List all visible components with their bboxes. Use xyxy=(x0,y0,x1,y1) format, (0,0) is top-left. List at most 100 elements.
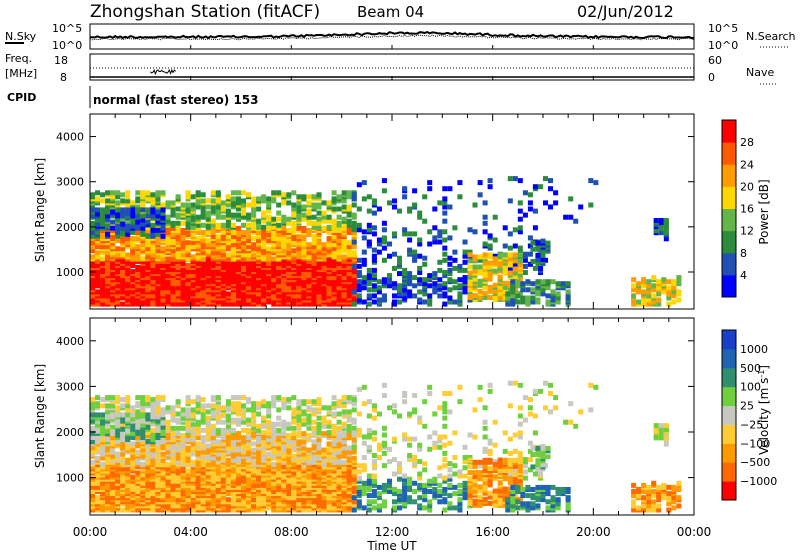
power-cell xyxy=(646,283,652,289)
power-cell xyxy=(510,283,516,289)
velocity-cell xyxy=(251,447,257,453)
power-cell xyxy=(336,238,342,244)
power-cell xyxy=(160,202,166,208)
power-cell xyxy=(100,256,106,262)
velocity-cell xyxy=(135,435,141,441)
power-cell xyxy=(110,219,116,225)
y-tick-label: 3000 xyxy=(56,176,84,189)
power-cell xyxy=(311,224,317,230)
power-cell xyxy=(100,198,106,204)
power-cell xyxy=(120,289,126,295)
power-cell xyxy=(276,256,282,262)
power-cell xyxy=(185,190,191,196)
power-cell xyxy=(170,252,176,258)
power-cell xyxy=(165,225,171,231)
velocity-cell xyxy=(326,503,332,509)
power-cell xyxy=(125,194,131,200)
power-cell xyxy=(452,279,458,285)
power-cell xyxy=(467,286,473,292)
power-cell xyxy=(535,297,541,303)
power-cell xyxy=(376,289,382,295)
power-cell xyxy=(555,281,561,287)
velocity-cell xyxy=(230,433,236,439)
power-cell xyxy=(200,238,206,244)
power-cell xyxy=(326,248,332,254)
power-cell xyxy=(381,220,387,226)
power-cell xyxy=(407,275,413,281)
power-cell xyxy=(646,289,652,295)
velocity-cell xyxy=(205,443,211,449)
noise-right-tick-top: 10^5 xyxy=(708,22,738,35)
power-cell xyxy=(356,270,362,275)
power-cell xyxy=(402,231,408,237)
power-cell xyxy=(651,287,657,293)
power-cell xyxy=(442,237,448,243)
power-cell xyxy=(175,285,181,291)
power-cell xyxy=(331,206,337,212)
power-cell xyxy=(417,297,423,303)
power-cell xyxy=(437,229,443,235)
power-cell xyxy=(281,248,287,254)
velocity-cell xyxy=(241,435,247,441)
power-cell xyxy=(170,271,176,277)
power-cell xyxy=(477,257,483,263)
power-cell xyxy=(140,213,146,219)
power-cell xyxy=(656,297,662,303)
power-cell xyxy=(477,278,483,284)
power-cell xyxy=(150,246,156,252)
velocity-cell xyxy=(180,495,186,501)
power-cell xyxy=(356,182,362,188)
power-cell xyxy=(175,291,181,297)
power-cell xyxy=(442,210,448,216)
power-cell xyxy=(261,210,267,216)
power-cell xyxy=(316,210,322,216)
velocity-cell xyxy=(170,457,176,463)
velocity-cell xyxy=(170,484,176,490)
velocity-cell xyxy=(160,482,166,488)
power-cell xyxy=(281,277,287,283)
power-cell xyxy=(225,240,231,246)
velocity-cell xyxy=(210,497,216,503)
power-cell xyxy=(251,220,257,226)
power-cell xyxy=(563,214,569,220)
velocity-cell xyxy=(95,495,101,501)
velocity-cell xyxy=(261,507,267,513)
power-cell xyxy=(130,204,136,210)
velocity-cell xyxy=(175,455,181,461)
power-cell xyxy=(185,263,191,268)
power-cell xyxy=(286,228,292,233)
velocity-cell xyxy=(336,501,342,507)
power-cell xyxy=(517,178,523,184)
power-cell xyxy=(90,240,96,246)
velocity-cell xyxy=(301,507,307,513)
power-cell xyxy=(417,210,423,216)
power-cell xyxy=(230,196,236,202)
power-cell xyxy=(125,202,131,208)
power-cell xyxy=(301,194,307,200)
power-cell xyxy=(381,293,387,299)
power-cell xyxy=(180,228,186,233)
power-cell xyxy=(170,279,176,285)
power-cell xyxy=(296,212,302,218)
power-cell xyxy=(371,287,377,293)
power-cell xyxy=(535,279,541,285)
velocity-cell xyxy=(170,431,176,437)
power-cell xyxy=(356,222,362,228)
power-cell xyxy=(135,254,141,260)
velocity-cell xyxy=(185,468,191,474)
velocity-cell xyxy=(331,455,337,461)
power-cell xyxy=(427,301,433,307)
power-cell xyxy=(326,200,332,206)
power-cell xyxy=(361,261,367,267)
power-cell xyxy=(210,208,216,214)
power-cell xyxy=(291,230,297,235)
power-cell xyxy=(356,279,362,285)
velocity-cell xyxy=(150,484,156,490)
power-cell xyxy=(477,270,483,276)
power-cell xyxy=(540,291,546,297)
power-cell xyxy=(487,260,493,266)
velocity-cell xyxy=(286,433,292,439)
power-cell xyxy=(517,208,523,214)
power-cell xyxy=(482,229,488,235)
velocity-cell xyxy=(271,447,277,453)
